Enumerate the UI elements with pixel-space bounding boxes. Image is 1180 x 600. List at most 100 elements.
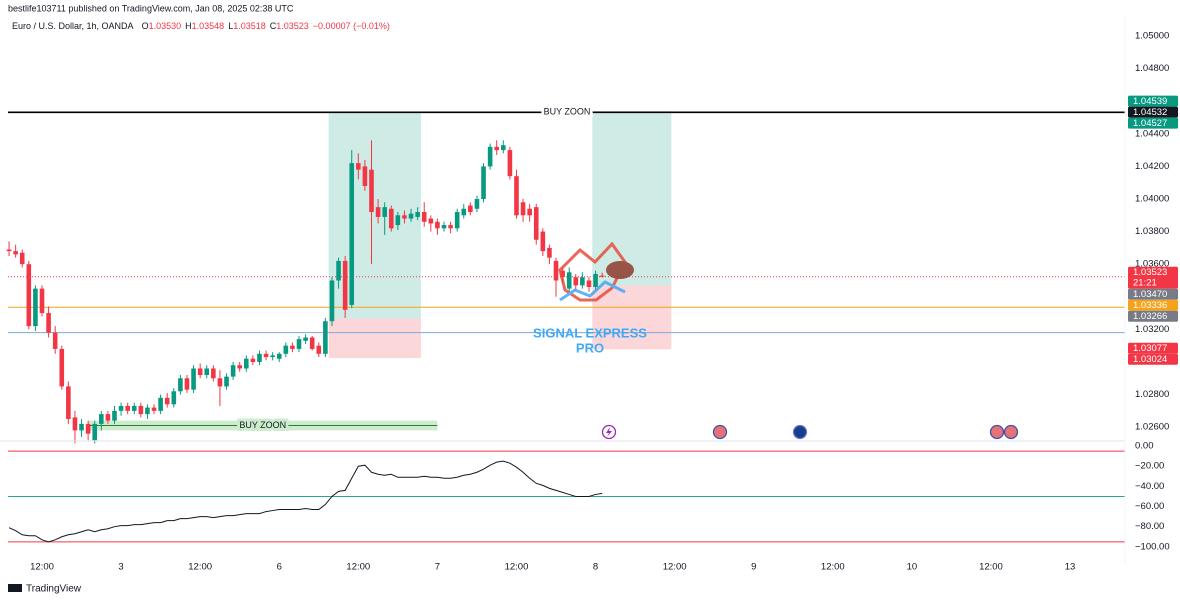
candle-body — [33, 288, 38, 327]
candle-body — [283, 345, 289, 354]
watermark-text: PRO — [576, 340, 604, 355]
position-profit-zone — [328, 113, 421, 319]
brand-logo — [8, 584, 22, 592]
x-tick-label: 12:00 — [505, 562, 529, 573]
price-tag-label: 1.04539 — [1133, 96, 1167, 107]
y-tick-label: 1.02800 — [1135, 389, 1169, 400]
event-icon[interactable] — [712, 424, 728, 440]
candle-body — [593, 273, 598, 287]
candle-body — [79, 423, 84, 431]
price-tag-label: 1.03470 — [1133, 289, 1167, 300]
x-tick-label: 12:00 — [821, 562, 845, 573]
price-tag — [1128, 310, 1178, 322]
candle-body — [336, 260, 341, 281]
ohlc-value: 1.03518 — [233, 21, 266, 31]
x-tick-label: 12:00 — [346, 562, 370, 573]
candle-body — [309, 337, 315, 349]
candle-body — [586, 280, 592, 287]
event-icon[interactable] — [1003, 424, 1019, 440]
candle-body — [178, 378, 183, 392]
price-tag — [1128, 342, 1178, 354]
candle-body — [329, 280, 335, 322]
candle-body — [164, 397, 170, 405]
y-tick-label: 1.05000 — [1135, 31, 1169, 42]
candle-body — [26, 264, 32, 327]
price-tag-label: 1.03024 — [1133, 354, 1167, 365]
x-tick-label: 3 — [118, 562, 123, 573]
candle-body — [560, 270, 565, 278]
ohlc-label: H — [185, 21, 192, 31]
candle-body — [158, 397, 163, 411]
candle-body — [369, 169, 374, 213]
candle-body — [454, 212, 460, 229]
y-tick-label: −100.00 — [1135, 541, 1170, 552]
x-tick-label: 6 — [277, 562, 282, 573]
candle-body — [349, 163, 355, 305]
event-icon[interactable] — [792, 424, 808, 440]
position-profit-zone — [592, 111, 672, 286]
candle-body — [507, 150, 513, 177]
price-tag-label: 1.03077 — [1133, 343, 1167, 354]
candle-body — [250, 358, 256, 362]
candle-body — [435, 221, 440, 229]
y-tick-label: 1.04400 — [1135, 128, 1169, 139]
candle-body — [527, 208, 532, 216]
candle-body — [533, 207, 539, 240]
candle-body — [263, 353, 269, 358]
ohlc-label: O — [142, 21, 149, 31]
ohlc-value: 1.03530 — [149, 21, 182, 31]
y-tick-label: 1.04800 — [1135, 63, 1169, 74]
candle-body — [448, 225, 453, 229]
candle-body — [520, 202, 526, 216]
candle-body — [224, 376, 229, 387]
candle-body — [375, 207, 381, 217]
candle-body — [316, 345, 322, 354]
ohlc-label: C — [270, 21, 277, 31]
price-tag-label: 1.03266 — [1133, 311, 1167, 322]
candle-body — [276, 353, 282, 359]
candle-body — [573, 277, 579, 286]
candle-body — [237, 365, 242, 369]
candle-body — [395, 215, 401, 226]
candle-body — [501, 145, 506, 151]
candle-body — [362, 166, 368, 186]
y-tick-label: 1.03200 — [1135, 324, 1169, 335]
watermark-text: SIGNAL EXPRESS — [533, 325, 647, 340]
candle-body — [191, 368, 196, 390]
brand-name: TradingView — [26, 584, 82, 595]
x-tick-label: 7 — [435, 562, 440, 573]
y-tick-label: −80.00 — [1135, 521, 1164, 532]
candle-body — [72, 417, 78, 431]
candle-body — [474, 198, 480, 209]
position-loss-zone — [328, 318, 421, 359]
candle-body — [580, 277, 585, 286]
event-icon[interactable] — [989, 424, 1005, 440]
candle-body — [243, 358, 249, 369]
event-glyph — [606, 427, 612, 437]
candle-body — [131, 405, 137, 411]
candle-body — [257, 353, 262, 362]
candle-body — [125, 405, 130, 411]
price-tag — [1128, 299, 1178, 311]
candle-body — [481, 166, 486, 199]
candle-body — [184, 378, 190, 390]
candle-body — [118, 405, 124, 411]
price-tag-label: 1.04532 — [1133, 107, 1167, 118]
x-tick-label: 12:00 — [663, 562, 687, 573]
x-tick-label: 10 — [907, 562, 918, 573]
line-label: BUY ZOON — [544, 107, 591, 117]
candle-body — [382, 207, 387, 217]
candle-body — [59, 348, 65, 387]
candle-body — [514, 176, 519, 216]
candle-body — [428, 218, 434, 224]
candle-body — [408, 213, 414, 219]
price-tag-countdown: 21:21 — [1133, 278, 1157, 289]
candle-body — [39, 288, 45, 314]
candle-body — [461, 208, 467, 216]
buy-zone-label: BUY ZOON — [239, 420, 286, 430]
publisher-note: bestlife103711 published on TradingView.… — [8, 3, 294, 13]
candle-body — [6, 249, 12, 252]
y-tick-label: −20.00 — [1135, 461, 1164, 472]
y-tick-label: −60.00 — [1135, 501, 1164, 512]
